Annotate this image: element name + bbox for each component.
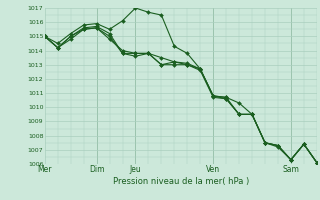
X-axis label: Pression niveau de la mer( hPa ): Pression niveau de la mer( hPa ): [113, 177, 249, 186]
